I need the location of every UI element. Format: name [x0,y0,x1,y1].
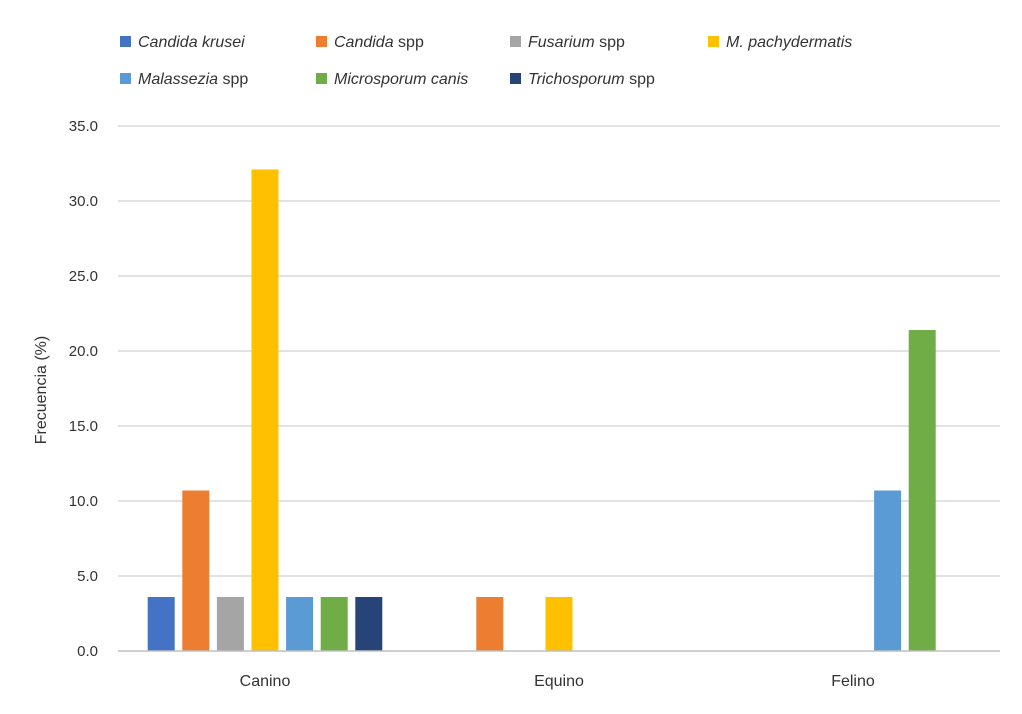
legend-label: Malassezia spp [138,71,248,88]
y-tick-label: 20.0 [69,343,98,360]
legend-swatch [510,73,521,84]
bar [908,330,936,651]
y-axis-ticks: 0.0 5.0 10.0 15.0 20.0 25.0 30.0 35.0 [69,118,98,660]
bar [147,597,175,651]
legend-label-name: Candida [334,34,394,51]
x-category-label: Canino [240,673,291,690]
x-axis: Canino Equino Felino [118,650,1000,690]
y-tick-label: 30.0 [69,193,98,210]
legend-item: Fusarium spp [510,34,625,51]
legend-label-name: Microsporum canis [334,71,468,88]
y-tick-label: 5.0 [77,568,98,585]
legend-label-name: M. pachydermatis [726,34,852,51]
legend-item: Malassezia spp [120,71,248,88]
legend-swatch [120,36,131,47]
bar [874,490,902,651]
legend-label: Fusarium spp [528,34,625,51]
legend-swatch [316,36,327,47]
legend-swatch [316,73,327,84]
y-tick-label: 15.0 [69,418,98,435]
legend-label: Candida krusei [138,34,245,51]
legend-label-suffix: spp [625,71,655,88]
bar [216,597,244,651]
gridlines [118,125,1000,577]
bar [251,169,279,651]
legend-item: Microsporum canis [316,71,468,88]
legend-label-suffix: spp [394,34,424,51]
x-category-label: Felino [831,673,875,690]
bar [286,597,314,651]
legend-label-name: Trichosporum [528,71,625,88]
bar [355,597,383,651]
legend-swatch [708,36,719,47]
legend-label: Trichosporum spp [528,71,655,88]
y-tick-label: 0.0 [77,643,98,660]
bar [320,597,348,651]
legend-label: Candida spp [334,34,424,51]
legend-swatch [120,73,131,84]
legend-item: Candida spp [316,34,424,51]
legend-item: M. pachydermatis [708,34,852,51]
x-category-label: Equino [534,673,584,690]
legend-item: Trichosporum spp [510,71,655,88]
y-tick-label: 25.0 [69,268,98,285]
bar [476,597,504,651]
legend-item: Candida krusei [120,34,245,51]
legend-label-name: Fusarium [528,34,595,51]
legend-label-name: Malassezia [138,71,218,88]
legend-swatch [510,36,521,47]
legend-label-suffix: spp [218,71,248,88]
bar [545,597,573,651]
y-tick-label: 35.0 [69,118,98,135]
legend-label: Microsporum canis [334,71,468,88]
bar [182,490,210,651]
legend-label: M. pachydermatis [726,34,852,51]
legend-label-suffix: spp [595,34,625,51]
y-axis-title: Frecuencia (%) [33,336,50,444]
legend: Candida krusei Candida spp Fusarium spp M. … [120,34,852,88]
y-tick-label: 10.0 [69,493,98,510]
bars [147,169,936,651]
legend-label-name: Candida krusei [138,34,245,51]
